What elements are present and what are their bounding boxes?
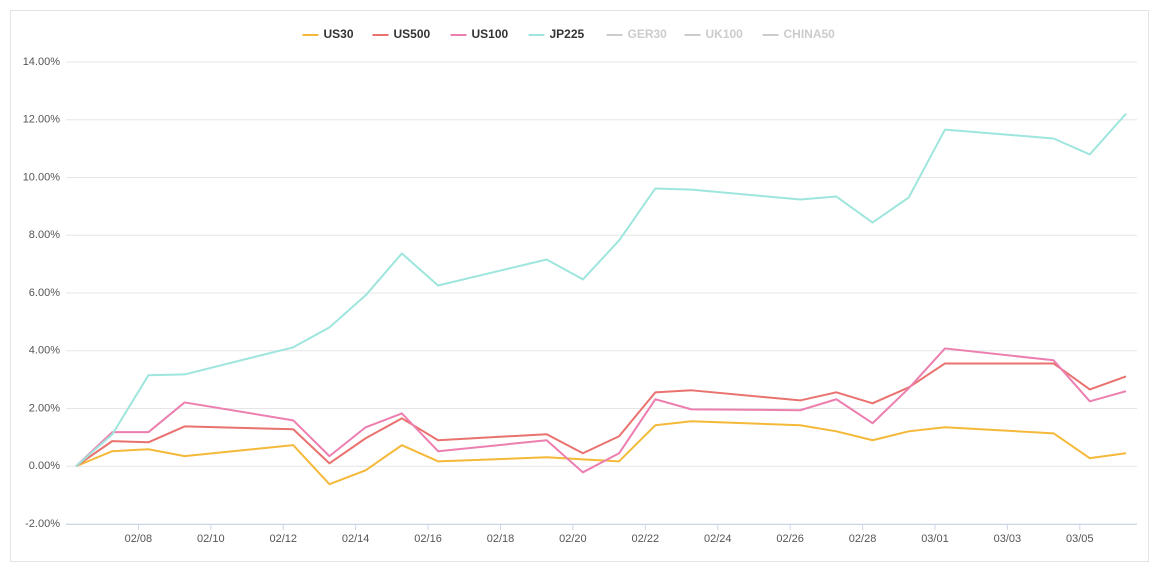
x-tick-label: 03/05 xyxy=(1066,533,1094,545)
y-tick-label: 2.00% xyxy=(29,402,60,414)
x-tick-label: 02/20 xyxy=(559,533,587,545)
y-tick-label: 6.00% xyxy=(29,287,60,299)
legend-label[interactable]: CHINA50 xyxy=(784,27,836,41)
x-tick-label: 02/10 xyxy=(197,533,225,545)
legend-label[interactable]: US500 xyxy=(394,27,431,41)
x-tick-label: 02/14 xyxy=(342,533,370,545)
legend-label[interactable]: JP225 xyxy=(550,27,585,41)
x-tick-label: 02/28 xyxy=(849,533,877,545)
y-tick-label: 4.00% xyxy=(29,345,60,357)
y-tick-label: 8.00% xyxy=(29,229,60,241)
line-series xyxy=(75,347,1127,474)
x-tick-label: 02/16 xyxy=(414,533,442,545)
y-tick-label: -2.00% xyxy=(25,518,60,530)
legend-label[interactable]: US100 xyxy=(472,27,509,41)
x-tick-label: 02/12 xyxy=(269,533,297,545)
x-tick-label: 03/01 xyxy=(921,533,949,545)
x-tick-label: 02/22 xyxy=(632,533,660,545)
line-series xyxy=(75,113,1127,468)
x-tick-label: 02/08 xyxy=(125,533,153,545)
line-series xyxy=(75,420,1127,486)
x-tick-label: 03/03 xyxy=(994,533,1022,545)
frame xyxy=(10,10,1149,562)
y-tick-label: 0.00% xyxy=(29,460,60,472)
x-tick-label: 02/24 xyxy=(704,533,732,545)
y-tick-label: 12.00% xyxy=(23,114,61,126)
legend-label[interactable]: US30 xyxy=(324,27,354,41)
legend-label[interactable]: GER30 xyxy=(628,27,668,41)
legend-label[interactable]: UK100 xyxy=(706,27,744,41)
y-tick-label: 14.00% xyxy=(23,56,61,68)
x-tick-label: 02/26 xyxy=(776,533,804,545)
line-series xyxy=(75,362,1127,468)
y-tick-label: 10.00% xyxy=(23,171,61,183)
x-tick-label: 02/18 xyxy=(487,533,515,545)
